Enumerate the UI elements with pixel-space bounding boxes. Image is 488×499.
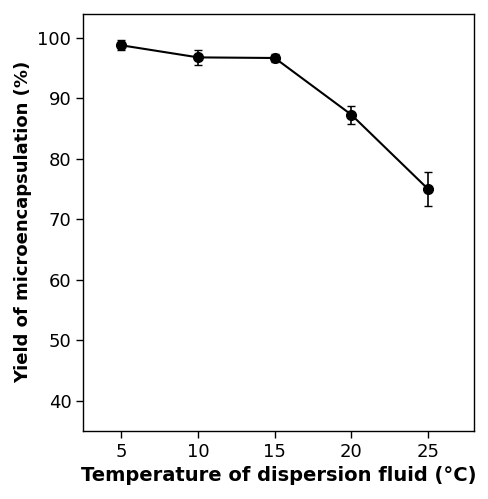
X-axis label: Temperature of dispersion fluid (°C): Temperature of dispersion fluid (°C) <box>81 466 476 485</box>
Y-axis label: Yield of microencapsulation (%): Yield of microencapsulation (%) <box>14 61 32 383</box>
